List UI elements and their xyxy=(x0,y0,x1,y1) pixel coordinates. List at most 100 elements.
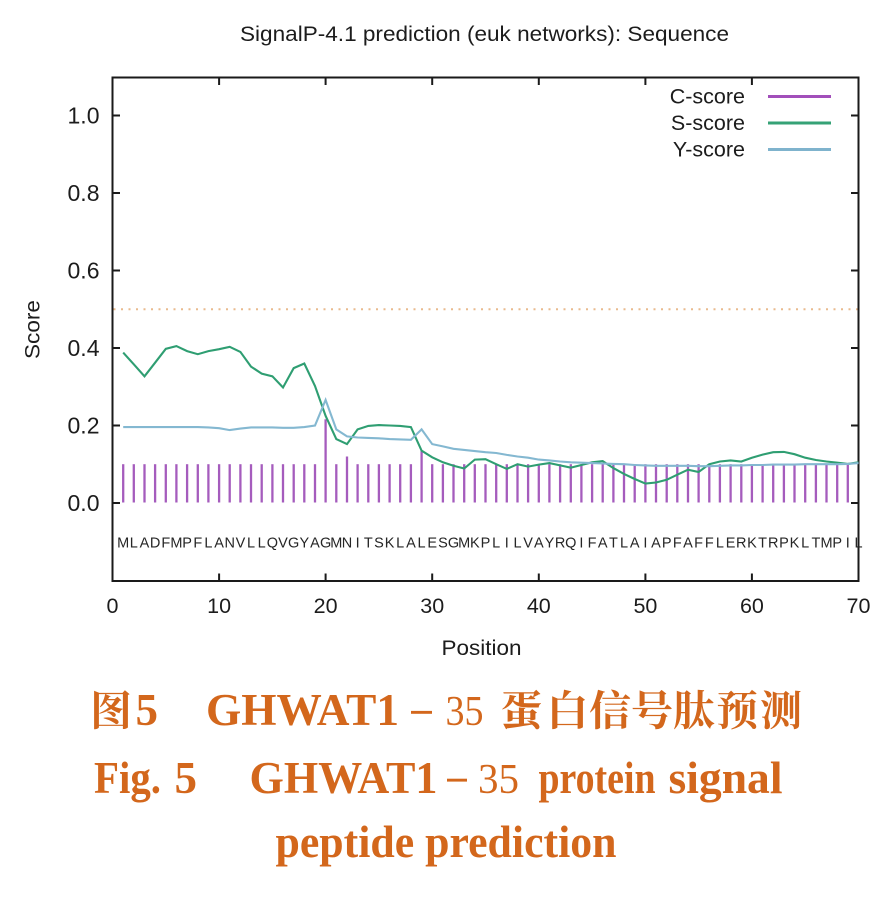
svg-text:D: D xyxy=(150,536,160,552)
svg-text:N: N xyxy=(224,536,234,552)
svg-text:S: S xyxy=(374,536,384,552)
svg-text:35: 35 xyxy=(446,689,484,735)
svg-text:F: F xyxy=(673,536,682,552)
svg-text:V: V xyxy=(236,536,246,552)
svg-text:L: L xyxy=(492,536,500,552)
svg-text:protein: protein xyxy=(539,753,656,803)
svg-text:30: 30 xyxy=(420,594,444,618)
svg-text:Y: Y xyxy=(299,536,309,552)
svg-text:5: 5 xyxy=(175,753,198,803)
svg-text:P: P xyxy=(779,536,789,552)
svg-text:M: M xyxy=(117,536,129,552)
svg-text:0.0: 0.0 xyxy=(68,490,100,516)
svg-text:F: F xyxy=(193,536,202,552)
svg-text:K: K xyxy=(747,536,757,552)
svg-text:A: A xyxy=(140,536,150,552)
svg-text:P: P xyxy=(832,536,842,552)
svg-text:M: M xyxy=(330,536,342,552)
svg-text:M: M xyxy=(820,536,832,552)
svg-text:70: 70 xyxy=(847,594,871,618)
svg-text:A: A xyxy=(310,536,320,552)
svg-text:peptide prediction: peptide prediction xyxy=(276,817,617,867)
svg-text:V: V xyxy=(523,536,533,552)
svg-text:0.4: 0.4 xyxy=(68,335,100,361)
svg-text:R: R xyxy=(555,536,565,552)
svg-text:A: A xyxy=(214,536,224,552)
svg-text:L: L xyxy=(620,536,628,552)
svg-text:Q: Q xyxy=(565,536,576,552)
svg-text:Score: Score xyxy=(21,300,45,359)
svg-text:GHWAT1: GHWAT1 xyxy=(206,685,399,735)
svg-text:Y-score: Y-score xyxy=(673,138,745,162)
svg-text:F: F xyxy=(161,536,170,552)
svg-text:T: T xyxy=(811,536,820,552)
svg-text:M: M xyxy=(458,536,470,552)
svg-text:L: L xyxy=(854,536,862,552)
svg-text:K: K xyxy=(385,536,395,552)
svg-text:GHWAT1: GHWAT1 xyxy=(250,753,438,803)
svg-text:L: L xyxy=(204,536,212,552)
svg-text:I: I xyxy=(579,536,583,552)
svg-text:S: S xyxy=(438,536,448,552)
svg-text:K: K xyxy=(790,536,800,552)
svg-text:Q: Q xyxy=(267,536,278,552)
svg-text:signal: signal xyxy=(669,753,783,803)
svg-text:40: 40 xyxy=(527,594,551,618)
svg-text:0.6: 0.6 xyxy=(68,258,100,284)
svg-text:M: M xyxy=(170,536,182,552)
svg-text:R: R xyxy=(768,536,778,552)
svg-text:T: T xyxy=(364,536,373,552)
svg-text:Y: Y xyxy=(545,536,555,552)
svg-text:P: P xyxy=(182,536,192,552)
svg-text:0: 0 xyxy=(107,594,119,618)
svg-text:L: L xyxy=(801,536,809,552)
svg-text:P: P xyxy=(662,536,672,552)
svg-text:1.0: 1.0 xyxy=(68,103,100,129)
svg-text:35: 35 xyxy=(478,757,519,803)
svg-text:T: T xyxy=(758,536,767,552)
svg-text:G: G xyxy=(288,536,299,552)
svg-text:5: 5 xyxy=(136,685,159,735)
svg-text:L: L xyxy=(247,536,255,552)
svg-text:0.8: 0.8 xyxy=(68,180,100,206)
svg-text:L: L xyxy=(130,536,138,552)
svg-text:T: T xyxy=(609,536,618,552)
svg-text:SignalP-4.1 prediction (euk ne: SignalP-4.1 prediction (euk networks): S… xyxy=(240,22,729,46)
svg-text:10: 10 xyxy=(207,594,231,618)
svg-text:0.2: 0.2 xyxy=(68,413,100,439)
svg-text:L: L xyxy=(418,536,426,552)
svg-text:Fig.: Fig. xyxy=(94,753,161,803)
svg-text:L: L xyxy=(396,536,404,552)
svg-text:L: L xyxy=(258,536,266,552)
svg-text:F: F xyxy=(694,536,703,552)
svg-text:L: L xyxy=(716,536,724,552)
svg-text:A: A xyxy=(651,536,661,552)
svg-text:F: F xyxy=(588,536,597,552)
svg-text:K: K xyxy=(470,536,480,552)
svg-text:L: L xyxy=(513,536,521,552)
svg-text:50: 50 xyxy=(633,594,657,618)
svg-text:S-score: S-score xyxy=(671,111,745,135)
svg-text:E: E xyxy=(427,536,437,552)
svg-text:I: I xyxy=(505,536,509,552)
svg-text:G: G xyxy=(448,536,459,552)
svg-text:G: G xyxy=(320,536,331,552)
svg-text:A: A xyxy=(598,536,608,552)
svg-text:60: 60 xyxy=(740,594,764,618)
svg-text:I: I xyxy=(356,536,360,552)
svg-text:P: P xyxy=(481,536,491,552)
svg-text:A: A xyxy=(630,536,640,552)
svg-text:A: A xyxy=(406,536,416,552)
svg-text:N: N xyxy=(342,536,352,552)
svg-text:A: A xyxy=(534,536,544,552)
svg-text:R: R xyxy=(736,536,746,552)
svg-text:C-score: C-score xyxy=(670,85,745,109)
svg-text:F: F xyxy=(705,536,714,552)
svg-text:A: A xyxy=(683,536,693,552)
svg-text:Position: Position xyxy=(442,636,522,660)
svg-text:I: I xyxy=(643,536,647,552)
svg-text:E: E xyxy=(726,536,736,552)
svg-text:V: V xyxy=(278,536,288,552)
svg-text:I: I xyxy=(846,536,850,552)
svg-text:20: 20 xyxy=(314,594,338,618)
